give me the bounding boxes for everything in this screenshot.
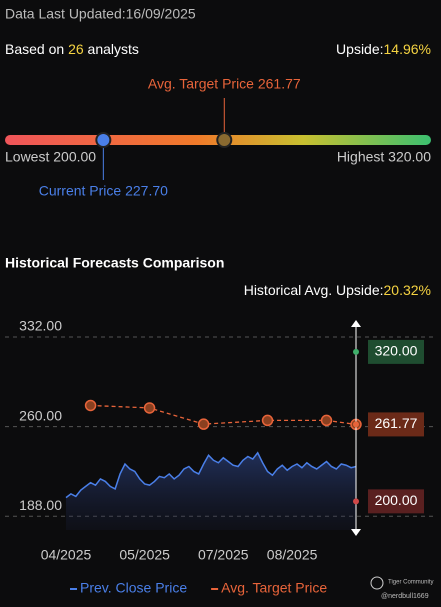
analysts-count: 26 [68, 41, 84, 57]
upside: Upside:14.96% [336, 41, 431, 57]
chart-upside: Historical Avg. Upside:20.32% [244, 282, 431, 298]
handle: @nerdbull1669 [381, 593, 429, 600]
marker-box [368, 339, 424, 364]
target-point [320, 414, 333, 427]
x-tick-label: 08/2025 [267, 547, 318, 563]
marker-label: 320.00 [375, 343, 418, 359]
analysts: Based on 26 analysts [5, 41, 139, 57]
cursor-bottom [351, 529, 361, 536]
price-area [66, 452, 356, 530]
logo [370, 576, 384, 590]
legend-label: Prev. Close Price [80, 580, 187, 596]
gauge-max: Highest 320.00 [337, 149, 431, 165]
x-tick-label: 05/2025 [119, 547, 170, 563]
chart-title: Historical Forecasts Comparison [5, 255, 224, 271]
marker-dot [353, 498, 359, 505]
watermark: Tiger Community [388, 580, 433, 586]
legend-label: Avg. Target Price [221, 580, 327, 596]
marker-label: 261.77 [375, 415, 418, 431]
marker-box [368, 412, 424, 437]
target-label: Avg. Target Price 261.77 [148, 76, 301, 92]
analysts-prefix: Based on [5, 41, 64, 57]
target-point [143, 402, 156, 414]
price-line [65, 451, 357, 499]
y-tick-label: 260.00 [19, 407, 62, 423]
y-tick-label: 332.00 [19, 318, 62, 334]
analysts-suffix: analysts [88, 41, 139, 57]
target-pointer [216, 132, 233, 148]
y-tick-label: 188.00 [19, 497, 62, 513]
target-line [90, 404, 357, 426]
target-point [84, 399, 97, 412]
x-tick-label: 07/2025 [198, 547, 249, 563]
marker-dot [353, 421, 359, 428]
marker-box [368, 489, 424, 514]
target-point [261, 414, 274, 427]
chart-upside-value: 20.32% [384, 282, 431, 298]
cursor-top [351, 320, 361, 327]
upside-value: 14.96% [384, 41, 431, 57]
chart-upside-label: Historical Avg. Upside: [244, 282, 384, 298]
upside-label: Upside: [336, 41, 383, 57]
marker-dot [353, 348, 359, 355]
marker-label: 200.00 [375, 492, 418, 508]
current-pointer [95, 132, 112, 148]
updated: Data Last Updated:16/09/2025 [5, 6, 196, 22]
gauge-min: Lowest 200.00 [5, 149, 96, 165]
target-point [197, 418, 210, 430]
x-tick-label: 04/2025 [41, 547, 92, 563]
current-label: Current Price 227.70 [39, 183, 168, 199]
